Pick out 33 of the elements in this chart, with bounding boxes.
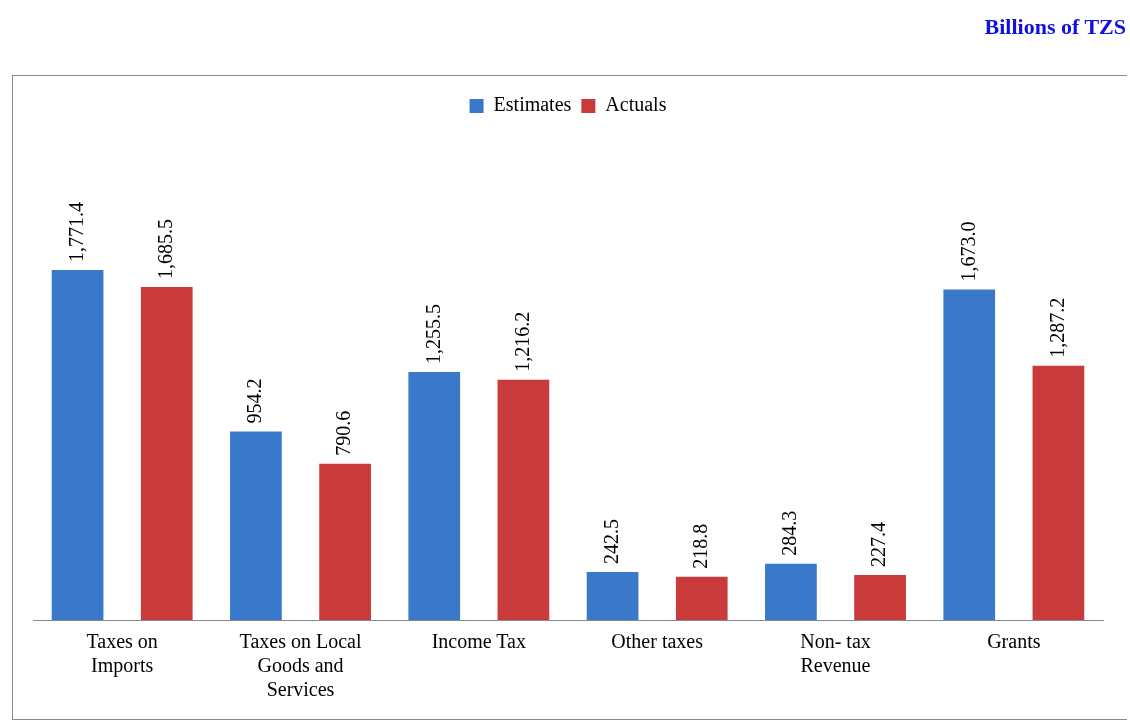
data-label: 1,255.5 <box>421 303 444 364</box>
data-label: 790.6 <box>332 410 355 456</box>
bar <box>230 431 282 620</box>
data-label: 1,287.2 <box>1045 297 1068 358</box>
bar <box>943 289 996 620</box>
text: Billions of TZS <box>984 14 1126 40</box>
x-tick-label: Income Tax <box>431 630 526 653</box>
legend-label: Actuals <box>605 93 667 116</box>
data-label: 284.3 <box>778 510 801 556</box>
bar <box>1032 365 1085 620</box>
data-label: 1,216.2 <box>510 311 533 372</box>
data-label: 1,673.0 <box>956 221 979 282</box>
bar <box>854 575 906 620</box>
x-tick-label: Non- tax Revenue <box>800 630 871 677</box>
bar <box>408 371 461 620</box>
legend-label: Estimates <box>493 93 572 116</box>
bar <box>675 576 728 620</box>
x-tick-label: Taxes on Local Goods and Services <box>239 630 362 701</box>
x-tick-label: Taxes on Imports <box>86 630 158 678</box>
data-label: 1,771.4 <box>64 201 87 262</box>
data-label: 227.4 <box>867 522 890 568</box>
data-label: 242.5 <box>599 519 622 565</box>
data-label: 954.2 <box>243 378 266 424</box>
x-tick-label: Grants <box>987 630 1041 653</box>
bar <box>319 463 371 620</box>
data-label: 218.8 <box>689 523 711 569</box>
x-tick-label: Other taxes <box>611 630 704 653</box>
data-label: 1,685.5 <box>154 218 176 279</box>
bar <box>140 286 193 620</box>
bar <box>765 563 817 620</box>
bar <box>586 572 639 620</box>
bar <box>51 269 104 620</box>
bar <box>497 379 550 620</box>
